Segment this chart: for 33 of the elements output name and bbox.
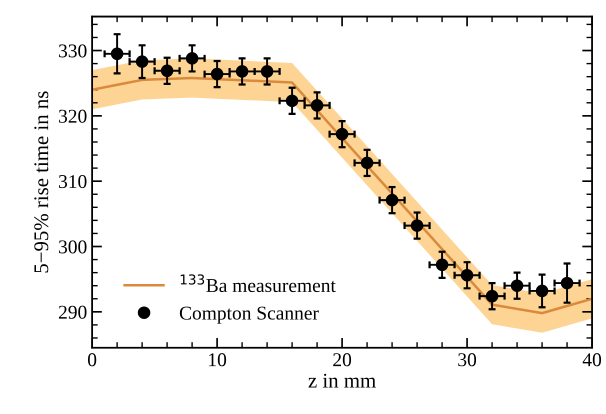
point: [536, 284, 548, 298]
point: [136, 55, 148, 68]
point: [236, 65, 248, 78]
legend-label: Compton Scanner: [180, 306, 319, 324]
y-axis-title: 5−95% rise time in ns: [34, 91, 48, 272]
y-tick-label: 330: [59, 44, 87, 58]
point: [260, 65, 274, 78]
point: [386, 194, 398, 206]
point: [186, 52, 198, 65]
point: [436, 258, 448, 272]
point: [510, 279, 524, 292]
x-tick-label: 0: [88, 353, 96, 366]
point: [360, 156, 374, 170]
y-tick-label: 310: [59, 174, 87, 188]
x-tick-label: 30: [458, 353, 476, 366]
y-tick-label: 300: [59, 240, 87, 254]
x-tick-label: 20: [333, 353, 352, 366]
legend-label: $^{133}$Ba measurement: [180, 274, 336, 292]
point: [286, 94, 298, 108]
point: [486, 290, 498, 302]
x-tick-label: 10: [209, 353, 226, 366]
x-axis-title: z in mm: [308, 374, 376, 388]
point: [410, 219, 424, 232]
x-tick-label: 40: [582, 353, 602, 366]
point: [560, 276, 574, 290]
point: [110, 48, 124, 60]
point: [336, 128, 348, 140]
y-tick-label: 290: [58, 306, 87, 319]
y-tick-label: 320: [59, 110, 87, 123]
point: [460, 269, 474, 282]
point: [210, 68, 224, 80]
point: [310, 99, 324, 112]
point: [160, 64, 174, 78]
